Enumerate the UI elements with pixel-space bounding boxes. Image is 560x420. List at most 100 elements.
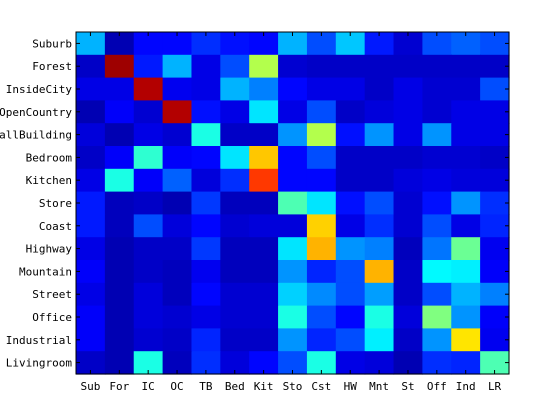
heatmap-cell (249, 77, 279, 101)
heatmap-cell (133, 260, 164, 284)
heatmap-cell (104, 305, 135, 329)
heatmap-cell (220, 77, 250, 101)
heatmap-cell (393, 328, 423, 352)
heatmap-cell (76, 260, 106, 284)
heatmap-cell (393, 77, 423, 101)
heatmap-cell (162, 100, 193, 124)
y-tick-label: InsideCity (6, 83, 73, 96)
heatmap-cell (162, 54, 193, 79)
heatmap-cell (306, 100, 337, 124)
heatmap-cell (220, 54, 250, 79)
heatmap-cell (422, 168, 452, 193)
heatmap-cell (306, 214, 337, 238)
axis-ticks (76, 32, 509, 374)
heatmap-cell (306, 351, 337, 375)
heatmap-cell (278, 351, 308, 375)
x-tick-label: Cst (311, 380, 331, 393)
y-tick-label: OpenCountry (0, 106, 72, 119)
y-tick-label: Kitchen (26, 174, 72, 187)
heatmap-cell (393, 146, 423, 170)
x-tick-label: St (401, 380, 414, 393)
heatmap-cell (335, 100, 366, 124)
heatmap-cell (133, 123, 164, 147)
heatmap-cell (364, 305, 395, 329)
heatmap-cell (393, 351, 423, 375)
y-tick-label: Highway (26, 243, 73, 256)
heatmap-cell (191, 191, 221, 215)
heatmap-cell (133, 77, 164, 101)
heatmap-cell (278, 260, 308, 284)
heatmap-cell (306, 237, 337, 261)
heatmap-cell (133, 146, 164, 170)
heatmap-cell (220, 100, 250, 124)
heatmap-cell (220, 237, 250, 261)
y-tick-label: Office (32, 311, 72, 324)
heatmap-cell (364, 191, 395, 215)
heatmap-cell (76, 328, 106, 352)
heatmap-cell (451, 328, 481, 352)
heatmap-cell (422, 100, 452, 124)
heatmap-cell (480, 214, 510, 238)
heatmap-cell (451, 100, 481, 124)
heatmap-cell (393, 282, 423, 307)
heatmap-cell (249, 214, 279, 238)
heatmap-cell (364, 328, 395, 352)
heatmap-cell (162, 168, 193, 193)
heatmap-cell (220, 214, 250, 238)
x-tick-label: Mnt (369, 380, 389, 393)
heatmap-cell (220, 282, 250, 307)
heatmap-cell (451, 260, 481, 284)
heatmap-cell (249, 191, 279, 215)
heatmap-cell (480, 328, 510, 352)
heatmap-cell (335, 123, 366, 147)
heatmap-cell (451, 123, 481, 147)
heatmap-cell (220, 168, 250, 193)
heatmap-cell (249, 260, 279, 284)
heatmap-cell (162, 237, 193, 261)
x-tick-label: Bed (225, 380, 245, 393)
heatmap-cell (480, 77, 510, 101)
heatmap-cell (451, 191, 481, 215)
heatmap-cell (133, 305, 164, 329)
heatmap-cell (335, 168, 366, 193)
heatmap-cell (278, 282, 308, 307)
heatmap-cell (364, 32, 395, 56)
heatmap-cell (335, 214, 366, 238)
heatmap-cell (76, 146, 106, 170)
heatmap-cell (249, 168, 279, 193)
heatmap-cell (249, 32, 279, 56)
heatmap-cell (364, 237, 395, 261)
heatmap-cell (76, 32, 106, 56)
heatmap-cell (191, 168, 221, 193)
heatmap-cell (278, 123, 308, 147)
heatmap-cell (422, 305, 452, 329)
heatmap-cell (162, 328, 193, 352)
heatmap-cell (191, 282, 221, 307)
heatmap-cell (249, 282, 279, 307)
heatmap-cell (191, 54, 221, 79)
heatmap-cell (191, 328, 221, 352)
heatmap-cell (364, 214, 395, 238)
heatmap-cell (278, 237, 308, 261)
heatmap-cell (422, 260, 452, 284)
heatmap-cell (335, 237, 366, 261)
heatmap-cell (104, 260, 135, 284)
heatmap-cell (249, 328, 279, 352)
heatmap-cell (76, 237, 106, 261)
heatmap-cell (76, 214, 106, 238)
heatmap-cell (133, 32, 164, 56)
heatmap-cell (249, 146, 279, 170)
heatmap-cell (191, 32, 221, 56)
heatmap-cell (191, 77, 221, 101)
heatmap-cell (220, 191, 250, 215)
heatmap-cell (480, 123, 510, 147)
heatmap-cell (364, 351, 395, 375)
heatmap-cell (133, 282, 164, 307)
heatmap-cell (364, 77, 395, 101)
heatmap-cell (104, 351, 135, 375)
heatmap-cell (364, 146, 395, 170)
heatmap-cell (393, 54, 423, 79)
x-tick-label: Kit (254, 380, 274, 393)
heatmap-cell (306, 191, 337, 215)
heatmap-cell (220, 328, 250, 352)
